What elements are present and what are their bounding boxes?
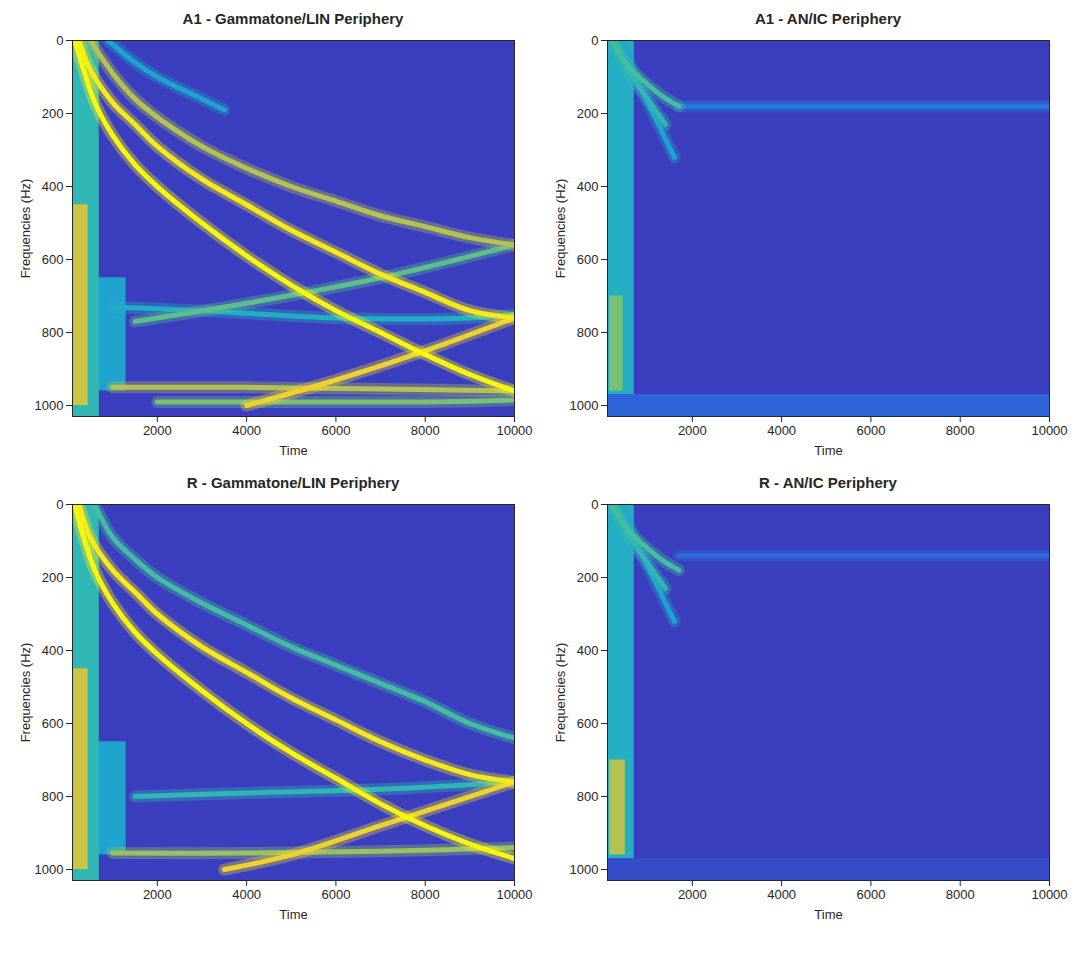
svg-text:400: 400	[42, 643, 64, 658]
svg-text:2000: 2000	[143, 423, 172, 438]
svg-text:10000: 10000	[496, 887, 532, 902]
svg-text:4000: 4000	[232, 423, 261, 438]
svg-text:Frequencies (Hz): Frequencies (Hz)	[18, 643, 33, 743]
svg-text:800: 800	[577, 325, 599, 340]
html-text:R - AN/IC Periphery: R - AN/IC Periphery	[759, 474, 897, 491]
svg-text:Time: Time	[814, 907, 842, 922]
svg-text:2000: 2000	[143, 887, 172, 902]
svg-text:Frequencies (Hz): Frequencies (Hz)	[18, 179, 33, 279]
svg-text:8000: 8000	[946, 423, 975, 438]
svg-text:10000: 10000	[1031, 887, 1067, 902]
svg-text:600: 600	[42, 252, 64, 267]
svg-text:400: 400	[42, 179, 64, 194]
html-text:R - Gammatone/LIN Periphery: R - Gammatone/LIN Periphery	[186, 474, 400, 491]
svg-text:4000: 4000	[767, 423, 796, 438]
svg-text:600: 600	[42, 716, 64, 731]
svg-text:6000: 6000	[321, 887, 350, 902]
svg-text:Frequencies (Hz): Frequencies (Hz)	[553, 643, 568, 743]
svg-text:8000: 8000	[946, 887, 975, 902]
svg-text:6000: 6000	[856, 423, 885, 438]
svg-text:Frequencies (Hz): Frequencies (Hz)	[553, 179, 568, 279]
svg-text:10000: 10000	[1031, 423, 1067, 438]
svg-text:2000: 2000	[678, 423, 707, 438]
svg-text:Time: Time	[279, 907, 307, 922]
svg-text:1000: 1000	[570, 862, 599, 877]
svg-text:10000: 10000	[496, 423, 532, 438]
svg-text:0: 0	[591, 497, 598, 512]
svg-text:600: 600	[577, 252, 599, 267]
html-text:A1 - Gammatone/LIN Periphery: A1 - Gammatone/LIN Periphery	[182, 10, 404, 27]
svg-text:400: 400	[577, 179, 599, 194]
svg-text:200: 200	[577, 570, 599, 585]
svg-text:0: 0	[56, 497, 63, 512]
svg-text:4000: 4000	[767, 887, 796, 902]
svg-text:600: 600	[577, 716, 599, 731]
svg-text:200: 200	[42, 570, 64, 585]
svg-text:0: 0	[591, 33, 598, 48]
svg-text:8000: 8000	[411, 423, 440, 438]
svg-text:Time: Time	[279, 443, 307, 458]
svg-text:800: 800	[577, 789, 599, 804]
svg-text:800: 800	[42, 789, 64, 804]
svg-text:1000: 1000	[570, 398, 599, 413]
svg-text:0: 0	[56, 33, 63, 48]
svg-text:1000: 1000	[35, 862, 64, 877]
svg-text:1000: 1000	[35, 398, 64, 413]
svg-text:200: 200	[577, 106, 599, 121]
svg-text:8000: 8000	[411, 887, 440, 902]
html-text:A1 - AN/IC Periphery: A1 - AN/IC Periphery	[754, 10, 902, 27]
svg-text:Time: Time	[814, 443, 842, 458]
svg-text:6000: 6000	[321, 423, 350, 438]
svg-text:2000: 2000	[678, 887, 707, 902]
svg-text:800: 800	[42, 325, 64, 340]
svg-text:400: 400	[577, 643, 599, 658]
svg-text:200: 200	[42, 106, 64, 121]
svg-text:6000: 6000	[856, 887, 885, 902]
svg-text:4000: 4000	[232, 887, 261, 902]
